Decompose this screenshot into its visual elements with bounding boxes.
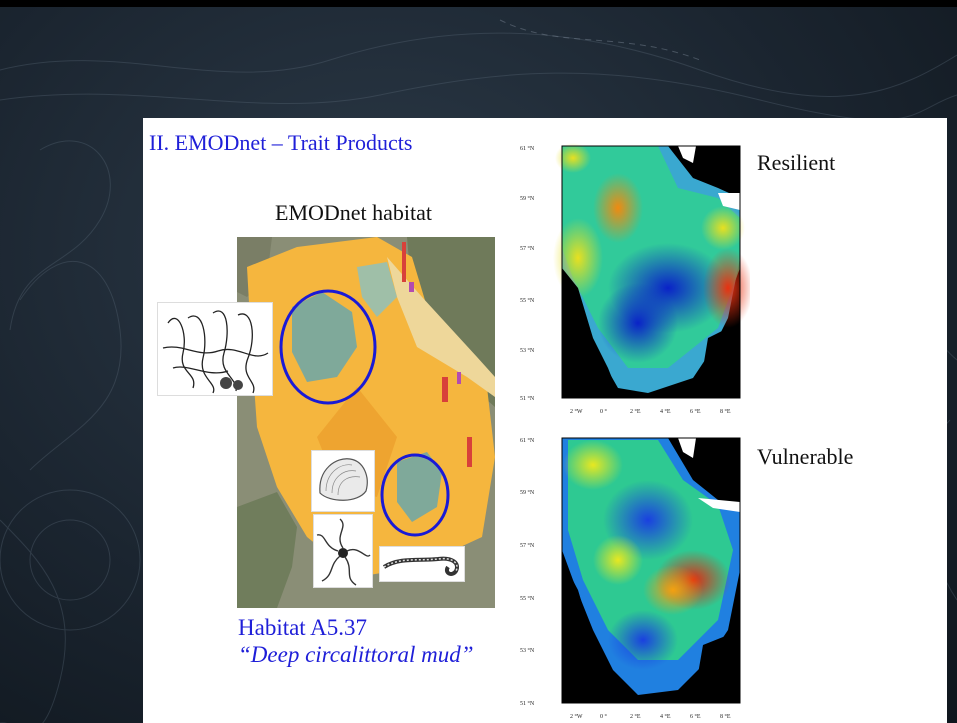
tick-label: 61 °N <box>520 437 535 444</box>
tick-label: 8 °E <box>720 408 731 415</box>
slide-title: II. EMODnet – Trait Products <box>149 130 413 155</box>
tick-label: 0 ° <box>600 713 608 720</box>
tick-label: 57 °N <box>520 542 535 549</box>
tick-label: 57 °N <box>520 245 535 252</box>
tick-label: 59 °N <box>520 195 535 202</box>
tick-label: 4 °E <box>660 408 671 415</box>
resilient-label: Resilient <box>757 150 836 175</box>
tick-label: 61 °N <box>520 145 535 152</box>
bivalve-shell-illustration-icon <box>311 450 375 512</box>
resilient-trait-map: 61 °N 59 °N 57 °N 55 °N 53 °N 51 °N 2 °W… <box>520 143 750 415</box>
tick-label: 8 °E <box>720 713 731 720</box>
tick-label: 55 °N <box>520 595 535 602</box>
vulnerable-lat-ticks: 61 °N 59 °N 57 °N 55 °N 53 °N 51 °N <box>520 437 535 707</box>
tick-label: 51 °N <box>520 395 535 402</box>
vulnerable-lon-ticks: 2 °W 0 ° 2 °E 4 °E 6 °E 8 °E <box>570 713 731 720</box>
vulnerable-trait-map: 61 °N 59 °N 57 °N 55 °N 53 °N 51 °N 2 °W… <box>520 437 741 720</box>
worm-illustration-icon <box>379 546 465 582</box>
slide-content: II. EMODnet – Trait Products EMODnet hab… <box>143 118 947 723</box>
vulnerable-label: Vulnerable <box>757 444 854 469</box>
top-frame-bar <box>0 0 957 7</box>
resilient-lat-ticks: 61 °N 59 °N 57 °N 55 °N 53 °N 51 °N <box>520 145 535 402</box>
tick-label: 53 °N <box>520 647 535 654</box>
tick-label: 6 °E <box>690 408 701 415</box>
tick-label: 2 °E <box>630 713 641 720</box>
tick-label: 53 °N <box>520 347 535 354</box>
tick-label: 51 °N <box>520 700 535 707</box>
tick-label: 4 °E <box>660 713 671 720</box>
tick-label: 6 °E <box>690 713 701 720</box>
tick-label: 0 ° <box>600 408 608 415</box>
resilient-lon-ticks: 2 °W 0 ° 2 °E 4 °E 6 °E 8 °E <box>570 408 731 415</box>
habitat-caption-code: Habitat A5.37 <box>238 615 368 640</box>
tick-label: 55 °N <box>520 297 535 304</box>
tick-label: 2 °W <box>570 408 583 415</box>
tick-label: 2 °W <box>570 713 583 720</box>
tick-label: 2 °E <box>630 408 641 415</box>
tick-label: 59 °N <box>520 489 535 496</box>
habitat-caption-name: “Deep circalittoral mud” <box>238 642 474 667</box>
brittle-star-illustration-icon <box>313 514 373 588</box>
tube-worm-illustration-icon <box>157 302 273 396</box>
habitat-heading: EMODnet habitat <box>275 200 433 225</box>
